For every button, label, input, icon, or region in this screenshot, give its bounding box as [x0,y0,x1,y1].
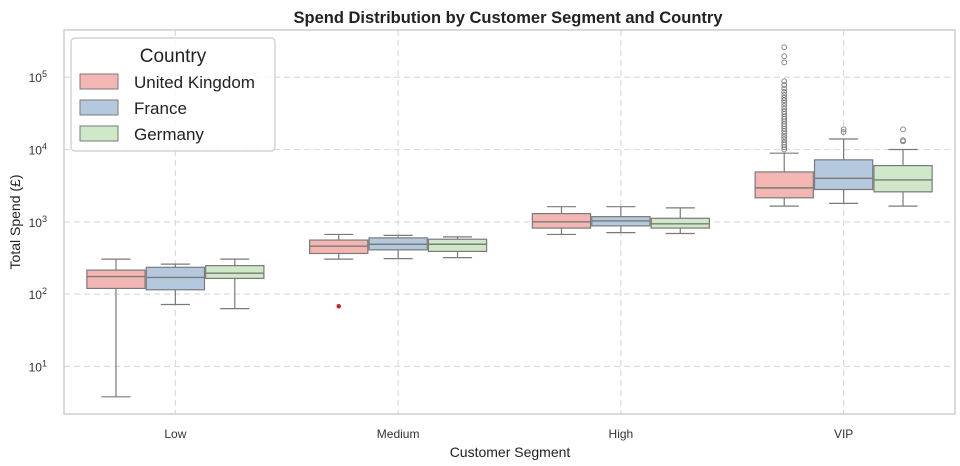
x-tick-label: High [609,427,634,441]
legend-label: United Kingdom [134,73,255,92]
box-united-kingdom-medium [309,233,369,309]
legend-title: Country [140,46,207,67]
outlier-point [781,82,788,88]
outlier-point [781,103,788,109]
box-iqr [754,171,814,199]
chart-title: Spend Distribution by Customer Segment a… [293,9,723,27]
y-tick-label: 104 [29,142,47,158]
box-france-low [145,263,206,306]
outlier-point [840,126,847,133]
outlier-point [781,53,788,60]
box-germany-low [205,258,265,310]
outlier-point [781,92,788,98]
outlier-point [840,129,847,135]
box-iqr [873,164,933,193]
y-tick-label: 102 [29,286,47,302]
y-tick-label: 101 [29,358,47,374]
x-axis-label: Customer Segment [450,444,571,460]
box-iqr [427,238,488,253]
legend-label: France [134,99,187,118]
outlier-point [336,304,341,309]
grid [64,30,955,414]
plot-frame [63,29,956,415]
outlier-point [900,126,906,133]
legend-frame [70,37,276,152]
outlier-point [781,94,788,101]
box-iqr [145,266,206,291]
outlier-point [781,85,788,92]
legend-swatch [79,125,119,142]
legend-label: Germany [134,125,204,144]
legend-swatch [79,99,119,116]
legend: Country United Kingdom France Germany [70,37,276,152]
x-tick-label: Medium [377,427,420,441]
outlier-point [781,59,788,66]
box-france-vip [813,126,874,204]
box-iqr [205,265,265,280]
outlier-point [781,106,788,112]
x-tick-label: Low [164,427,186,441]
box-iqr [86,269,146,290]
y-tick-labels: 101 102 103 104 105 [29,69,47,374]
outlier-point [781,136,788,143]
legend-swatch [79,73,119,90]
y-axis-label: Total Spend (£) [7,175,23,270]
x-tick-label: VIP [834,427,853,441]
legend-items: United Kingdom France Germany [79,73,255,144]
box-iqr [813,159,874,191]
x-tick-labels: Low Medium High VIP [164,427,853,441]
boxes [86,44,933,398]
box-france-high [591,206,651,234]
outlier-point [781,108,788,115]
box-germany-vip [873,126,933,207]
outlier-point [781,78,788,85]
box-germany-medium [427,236,488,259]
outlier-point [781,88,788,95]
outlier-point [781,44,788,51]
box-germany-high [650,207,710,235]
outlier-point [781,133,788,140]
y-tick-label: 103 [29,214,47,230]
box-united-kingdom-high [531,206,592,236]
box-united-kingdom-vip [754,44,814,207]
box-iqr [531,213,592,229]
y-tick-label: 105 [29,69,47,85]
outlier-point [781,97,788,104]
box-france-medium [368,234,428,260]
outlier-point [781,139,788,146]
outlier-point [900,137,906,143]
box-united-kingdom-low [86,258,146,398]
